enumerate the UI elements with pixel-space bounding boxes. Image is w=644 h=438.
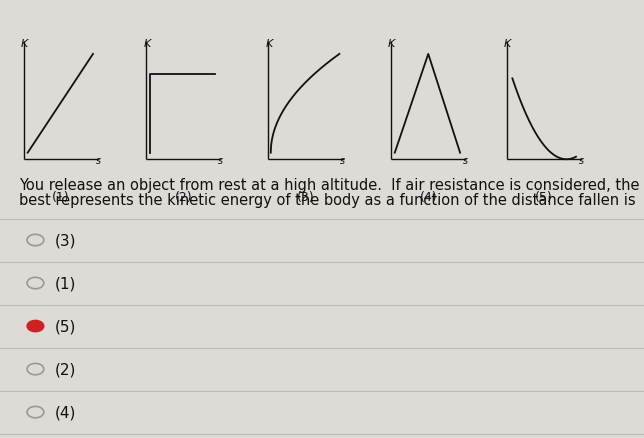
Text: K: K: [144, 39, 151, 49]
Text: s: s: [95, 155, 100, 165]
Text: (3): (3): [55, 233, 76, 248]
Text: (3): (3): [297, 190, 315, 203]
Text: s: s: [218, 155, 223, 165]
Text: K: K: [21, 39, 28, 49]
Text: K: K: [388, 39, 395, 49]
Text: (5): (5): [55, 319, 76, 334]
Text: s: s: [578, 155, 583, 165]
Text: (1): (1): [52, 190, 70, 203]
Text: K: K: [504, 39, 511, 49]
Text: s: s: [340, 155, 345, 165]
Text: K: K: [266, 39, 273, 49]
Text: (2): (2): [55, 362, 76, 377]
Text: (5): (5): [535, 190, 553, 203]
Text: (4): (4): [55, 405, 76, 420]
Text: best represents the kinetic energy of the body as a function of the distance fal: best represents the kinetic energy of th…: [19, 193, 636, 208]
Text: (2): (2): [175, 190, 193, 203]
Text: You release an object from rest at a high altitude.  If air resistance is consid: You release an object from rest at a hig…: [19, 177, 644, 192]
Text: (1): (1): [55, 276, 76, 291]
Text: s: s: [462, 155, 468, 165]
Text: (4): (4): [419, 190, 437, 203]
